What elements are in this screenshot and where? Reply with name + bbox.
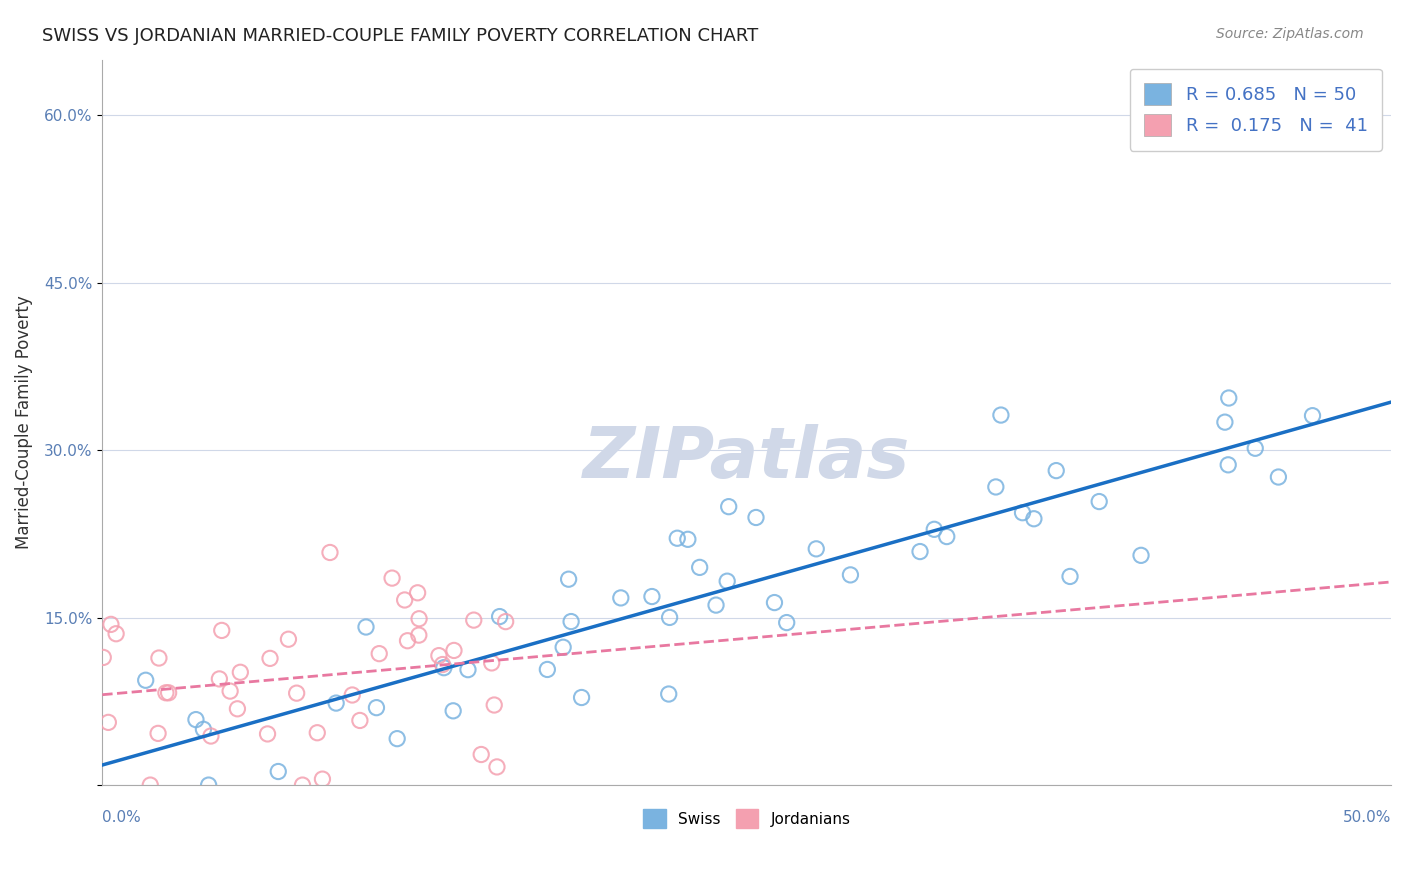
Point [536, 663, 558, 677]
Point [259, 651, 281, 665]
Point [470, 747, 492, 762]
Point [658, 610, 681, 624]
Point [610, 591, 633, 605]
Point [463, 613, 485, 627]
Point [1088, 494, 1111, 508]
Y-axis label: Married-Couple Family Poverty: Married-Couple Family Poverty [15, 295, 32, 549]
Text: Source: ZipAtlas.com: Source: ZipAtlas.com [1216, 27, 1364, 41]
Point [457, 663, 479, 677]
Point [408, 628, 430, 642]
Point [307, 725, 329, 739]
Point [349, 714, 371, 728]
Point [553, 640, 575, 655]
Point [285, 686, 308, 700]
Point [1022, 512, 1045, 526]
Point [197, 778, 219, 792]
Point [1244, 442, 1267, 456]
Point [641, 590, 664, 604]
Point [319, 545, 342, 559]
Text: ZIPatlas: ZIPatlas [583, 424, 910, 493]
Point [481, 656, 503, 670]
Point [485, 760, 508, 774]
Point [432, 657, 454, 672]
Point [91, 650, 114, 665]
Point [267, 764, 290, 779]
Point [935, 530, 957, 544]
Point [193, 723, 215, 737]
Point [908, 544, 931, 558]
Point [806, 541, 828, 556]
Point [394, 593, 416, 607]
Point [441, 704, 464, 718]
Point [385, 731, 408, 746]
Point [704, 598, 727, 612]
Point [157, 686, 180, 700]
Point [105, 626, 128, 640]
Point [148, 651, 170, 665]
Text: 0.0%: 0.0% [103, 810, 141, 825]
Point [658, 687, 681, 701]
Point [488, 609, 510, 624]
Point [396, 633, 419, 648]
Point [922, 522, 945, 536]
Point [776, 615, 799, 630]
Point [495, 615, 517, 629]
Point [311, 772, 333, 786]
Point [208, 672, 231, 686]
Point [717, 500, 740, 514]
Point [406, 586, 429, 600]
Point [666, 531, 689, 545]
Point [229, 665, 252, 680]
Legend: Swiss, Jordanians: Swiss, Jordanians [636, 802, 858, 836]
Point [839, 567, 862, 582]
Point [1218, 391, 1240, 405]
Point [291, 778, 314, 792]
Point [984, 480, 1007, 494]
Point [1011, 506, 1033, 520]
Point [557, 572, 579, 586]
Point [342, 688, 364, 702]
Text: 50.0%: 50.0% [1343, 810, 1391, 825]
Point [1267, 470, 1289, 484]
Point [256, 727, 278, 741]
Point [325, 696, 347, 710]
Point [443, 643, 465, 657]
Point [676, 533, 699, 547]
Point [226, 702, 249, 716]
Point [366, 700, 388, 714]
Point [745, 510, 768, 524]
Point [1045, 464, 1067, 478]
Point [368, 647, 391, 661]
Point [146, 726, 169, 740]
Point [1302, 409, 1324, 423]
Text: SWISS VS JORDANIAN MARRIED-COUPLE FAMILY POVERTY CORRELATION CHART: SWISS VS JORDANIAN MARRIED-COUPLE FAMILY… [42, 27, 758, 45]
Point [689, 560, 711, 574]
Point [139, 778, 162, 792]
Point [354, 620, 377, 634]
Point [97, 715, 120, 730]
Point [763, 596, 786, 610]
Point [184, 713, 207, 727]
Point [155, 686, 177, 700]
Point [381, 571, 404, 585]
Point [990, 408, 1012, 422]
Point [100, 617, 122, 632]
Point [219, 684, 242, 698]
Point [427, 648, 450, 663]
Point [211, 624, 233, 638]
Point [571, 690, 593, 705]
Point [1130, 549, 1153, 563]
Point [135, 673, 157, 688]
Point [716, 574, 738, 589]
Point [200, 729, 222, 743]
Point [1059, 569, 1081, 583]
Point [484, 698, 506, 712]
Point [277, 632, 299, 647]
Point [408, 612, 430, 626]
Point [560, 615, 582, 629]
Point [1218, 458, 1240, 472]
Point [433, 661, 456, 675]
Point [1213, 415, 1236, 429]
